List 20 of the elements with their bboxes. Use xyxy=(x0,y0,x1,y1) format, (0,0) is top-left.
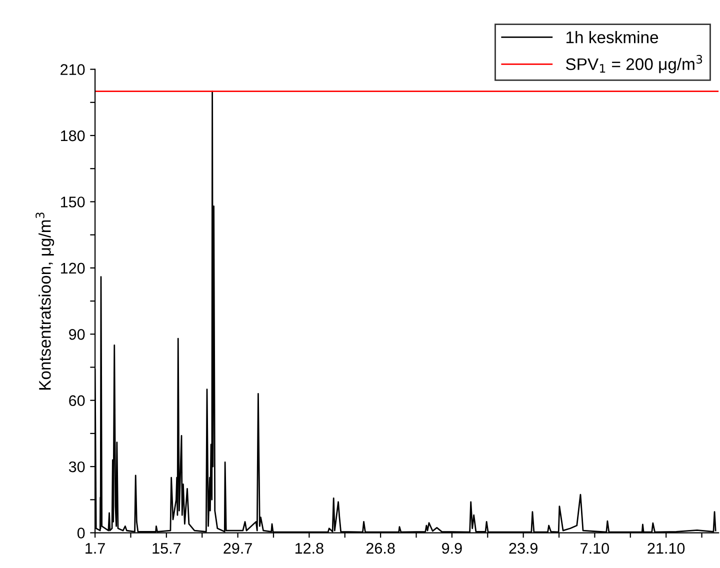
x-tick-label: 9.9 xyxy=(442,542,462,554)
y-tick-label: 120 xyxy=(60,262,85,274)
legend-label: SPV$_{1}$ = 200 μg/m$^{3}$ xyxy=(566,54,702,74)
y-tick-label: 210 xyxy=(60,64,85,75)
legend-label: 1h keskmine xyxy=(566,30,658,44)
x-tick-label: 7.10 xyxy=(580,542,609,554)
x-tick-label: 12.8 xyxy=(295,542,324,554)
x-tick-label: 1.7 xyxy=(86,543,105,554)
x-tick-label: 21.10 xyxy=(648,542,685,554)
y-tick-label: 60 xyxy=(69,395,85,406)
y-tick-label: 90 xyxy=(69,329,85,340)
y-tick-label: 180 xyxy=(60,130,85,142)
x-tick-label: 23.9 xyxy=(509,542,538,554)
y-tick-label: 0 xyxy=(77,528,85,538)
x-tick-label: 15.7 xyxy=(152,543,181,554)
y-tick-label: 30 xyxy=(68,461,85,472)
x-tick-label: 26.8 xyxy=(366,542,395,554)
x-tick-label: 29.7 xyxy=(224,542,252,554)
y-axis-title: Kontsentratsioon, μg/m$^{3}$ xyxy=(36,212,54,390)
y-tick-label: 150 xyxy=(60,196,85,208)
